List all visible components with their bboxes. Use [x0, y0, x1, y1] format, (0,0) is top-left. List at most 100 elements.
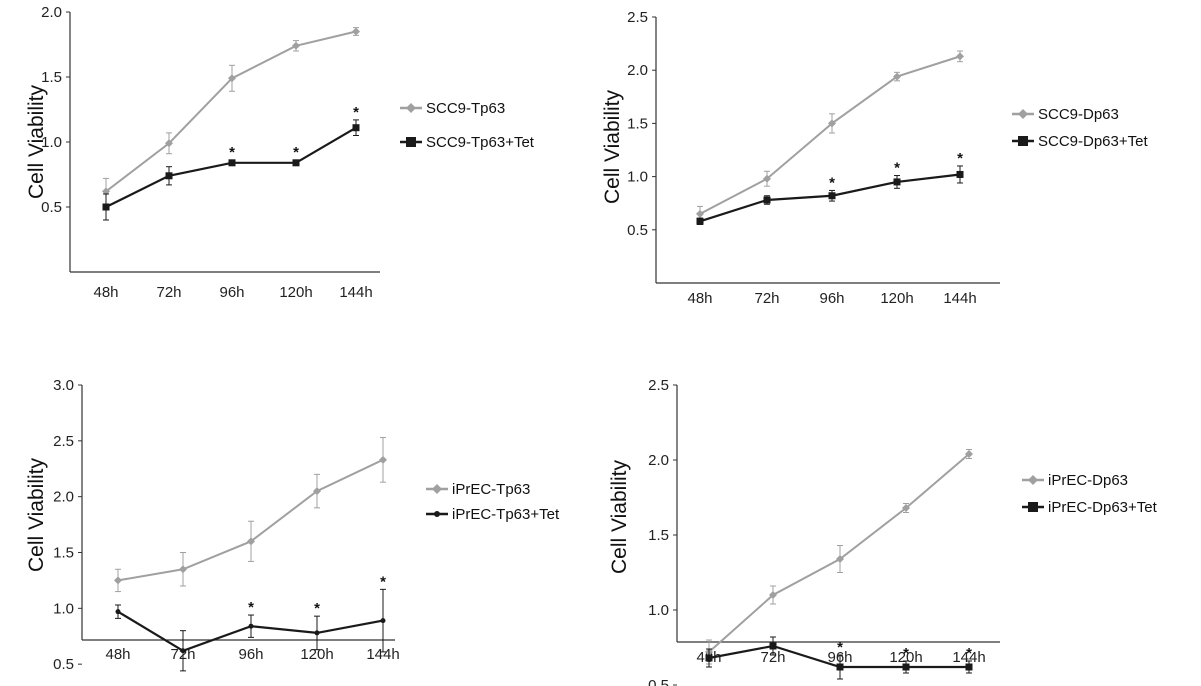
y-tick-label: 1.5 [41, 69, 62, 86]
data-point [292, 159, 300, 167]
data-point [114, 576, 122, 585]
data-point [956, 170, 964, 178]
legend-label: iPrEC-Dp63 [1048, 472, 1128, 489]
significance-star: * [837, 639, 843, 656]
series-line-2 [105, 126, 357, 208]
y-tick-label: 2.5 [627, 9, 648, 26]
x-tick-label: 144h [952, 649, 985, 666]
x-tick-label: 48h [687, 290, 712, 307]
x-tick-label: 48h [93, 284, 118, 301]
y-axis-label: Cell Viability [601, 90, 624, 204]
data-point [769, 591, 777, 599]
legend-marker [406, 103, 416, 113]
y-axis-label: Cell Viability [608, 460, 631, 574]
significance-star: * [229, 144, 235, 161]
data-point [902, 504, 910, 512]
legend-marker [1018, 109, 1028, 119]
y-tick-label: 2.5 [648, 377, 669, 394]
significance-star: * [957, 150, 963, 167]
x-tick-label: 120h [889, 649, 922, 666]
y-tick-label: 2.0 [53, 489, 74, 506]
significance-star: * [248, 599, 254, 616]
y-tick-label: 1.0 [648, 602, 669, 619]
data-point [763, 196, 771, 204]
legend-label: SCC9-Dp63+Tet [1038, 133, 1148, 150]
legend-label: iPrEC-Dp63+Tet [1048, 499, 1158, 516]
data-point [705, 654, 713, 662]
y-tick-label: 1.0 [41, 134, 62, 151]
legend-marker [1018, 136, 1028, 146]
series-line-1 [117, 458, 384, 582]
data-point [102, 187, 110, 196]
data-point [352, 27, 360, 36]
x-tick-label: 96h [238, 646, 263, 663]
y-tick-label: 0.5 [627, 222, 648, 239]
data-point [165, 172, 173, 180]
x-tick-label: 120h [880, 290, 913, 307]
x-tick-label: 48h [105, 646, 130, 663]
data-point [292, 41, 300, 50]
y-axis-label: Cell Viability [25, 458, 48, 572]
data-point [247, 537, 255, 546]
data-point [696, 209, 704, 218]
significance-star: * [353, 104, 359, 121]
y-tick-label: 3.0 [53, 377, 74, 394]
y-tick-label: 2.5 [53, 433, 74, 450]
y-tick-label: 2.0 [648, 452, 669, 469]
x-tick-label: 120h [300, 646, 333, 663]
x-tick-label: 144h [366, 646, 399, 663]
legend-label: SCC9-Tp63 [426, 100, 505, 117]
data-point [836, 555, 844, 563]
y-tick-label: 1.0 [53, 600, 74, 617]
chart-panel-2: 2.5 2.0 1.5 1.0 0.5 48h 72h 96h 120h 144h Cell Via… [601, 9, 1148, 307]
significance-star: * [380, 573, 386, 590]
data-point [893, 178, 901, 186]
x-tick-label: 72h [754, 290, 779, 307]
data-point [115, 609, 121, 615]
y-axis-label: Cell Viability [25, 85, 48, 199]
data-point [165, 139, 173, 148]
legend-marker [406, 137, 416, 147]
legend-marker [432, 484, 442, 494]
data-point [179, 565, 187, 574]
legend-label: SCC9-Tp63+Tet [426, 134, 535, 151]
data-point [380, 618, 386, 624]
x-tick-label: 144h [943, 290, 976, 307]
data-point [352, 124, 360, 132]
series-line-1 [105, 30, 357, 193]
legend-marker [1028, 475, 1038, 485]
y-tick-label: 1.5 [627, 115, 648, 132]
data-point [965, 450, 973, 458]
y-tick-label: 0.5 [41, 199, 62, 216]
data-point [769, 642, 777, 650]
y-tick-label: 0.5 [648, 677, 669, 686]
data-point [313, 487, 321, 496]
data-point [180, 648, 186, 654]
data-point [828, 192, 836, 200]
y-tick-label: 0.5 [53, 656, 74, 673]
data-point [248, 623, 254, 629]
y-tick-label: 1.5 [53, 545, 74, 562]
legend-label: SCC9-Dp63 [1038, 106, 1119, 123]
significance-star: * [829, 174, 835, 191]
y-tick-label: 1.5 [648, 527, 669, 544]
significance-star: * [293, 144, 299, 161]
significance-star: * [966, 645, 972, 662]
legend-label: iPrEC-Tp63 [452, 481, 530, 498]
chart-panel-1: 2.0 1.5 1.0 0.5 48h 72h 96h 120h 144h Cell Viabil… [25, 4, 535, 301]
data-point [763, 174, 771, 183]
x-tick-label: 96h [819, 290, 844, 307]
x-tick-label: 144h [339, 284, 372, 301]
data-point [228, 74, 236, 83]
significance-star: * [903, 645, 909, 662]
data-point [314, 630, 320, 636]
x-tick-label: 72h [156, 284, 181, 301]
data-point [902, 663, 910, 671]
x-tick-label: 96h [219, 284, 244, 301]
legend-marker [1028, 502, 1038, 512]
data-point [228, 159, 236, 167]
y-tick-label: 2.0 [41, 4, 62, 21]
